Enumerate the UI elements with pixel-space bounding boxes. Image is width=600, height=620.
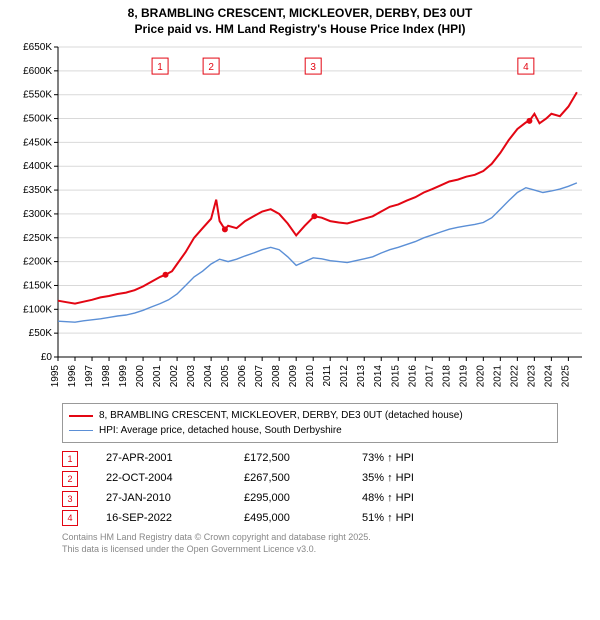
svg-text:2004: 2004	[203, 365, 214, 388]
svg-text:2011: 2011	[322, 365, 333, 387]
svg-text:2: 2	[208, 62, 214, 73]
svg-text:2019: 2019	[458, 365, 469, 388]
svg-text:2002: 2002	[169, 365, 180, 388]
svg-text:£650K: £650K	[23, 42, 52, 53]
svg-text:2006: 2006	[237, 365, 248, 388]
legend-swatch-1	[69, 430, 93, 431]
marker-table-row-2: 2 22-OCT-2004 £267,500 35% ↑ HPI	[62, 469, 600, 489]
chart-area: £0 £50K £100K £150K £200K £250K £300K £350K £400…	[0, 37, 600, 397]
svg-text:2020: 2020	[475, 365, 486, 388]
legend-row-0: 8, BRAMBLING CRESCENT, MICKLEOVER, DERBY…	[69, 408, 551, 423]
svg-text:£200K: £200K	[23, 257, 52, 268]
svg-text:2003: 2003	[186, 365, 197, 388]
svg-text:4: 4	[523, 62, 529, 73]
chart-title-block: 8, BRAMBLING CRESCENT, MICKLEOVER, DERBY…	[0, 0, 600, 37]
svg-text:2001: 2001	[152, 365, 163, 388]
svg-text:£550K: £550K	[23, 90, 52, 101]
svg-text:£600K: £600K	[23, 66, 52, 77]
svg-text:2018: 2018	[441, 365, 452, 388]
marker-price-1: £172,500	[244, 449, 334, 469]
svg-text:£450K: £450K	[23, 138, 52, 149]
marker-date-3: 27-JAN-2010	[106, 489, 216, 509]
svg-text:2014: 2014	[373, 365, 384, 388]
chart-title-line2: Price paid vs. HM Land Registry's House …	[0, 22, 600, 38]
svg-text:£500K: £500K	[23, 114, 52, 125]
svg-text:2022: 2022	[509, 365, 520, 388]
marker-date-2: 22-OCT-2004	[106, 469, 216, 489]
svg-text:2013: 2013	[356, 365, 367, 388]
svg-text:2010: 2010	[305, 365, 316, 388]
svg-text:2015: 2015	[390, 365, 401, 388]
page-container: 8, BRAMBLING CRESCENT, MICKLEOVER, DERBY…	[0, 0, 600, 556]
svg-text:£150K: £150K	[23, 281, 52, 292]
svg-text:1998: 1998	[101, 365, 112, 388]
svg-text:1997: 1997	[84, 365, 95, 388]
svg-text:£400K: £400K	[23, 161, 52, 172]
marker-table-row-3: 3 27-JAN-2010 £295,000 48% ↑ HPI	[62, 489, 600, 509]
marker-point-1	[163, 272, 169, 278]
marker-hpi-4: 51% ↑ HPI	[362, 509, 452, 529]
legend-row-1: HPI: Average price, detached house, Sout…	[69, 423, 551, 438]
svg-text:2023: 2023	[526, 365, 537, 388]
marker-price-4: £495,000	[244, 509, 334, 529]
svg-text:£350K: £350K	[23, 185, 52, 196]
chart-title-line1: 8, BRAMBLING CRESCENT, MICKLEOVER, DERBY…	[0, 6, 600, 22]
svg-text:1999: 1999	[118, 365, 129, 388]
marker-price-2: £267,500	[244, 469, 334, 489]
legend-box: 8, BRAMBLING CRESCENT, MICKLEOVER, DERBY…	[62, 403, 558, 443]
svg-text:£100K: £100K	[23, 304, 52, 315]
marker-date-4: 16-SEP-2022	[106, 509, 216, 529]
footer-attribution: Contains HM Land Registry data © Crown c…	[62, 532, 558, 555]
marker-table-box-3: 3	[62, 491, 78, 507]
marker-table-row-1: 1 27-APR-2001 £172,500 73% ↑ HPI	[62, 449, 600, 469]
legend-swatch-0	[69, 415, 93, 417]
marker-point-2	[222, 227, 228, 233]
legend-label-1: HPI: Average price, detached house, Sout…	[99, 423, 342, 438]
svg-text:£250K: £250K	[23, 233, 52, 244]
svg-text:£300K: £300K	[23, 209, 52, 220]
svg-text:2007: 2007	[254, 365, 265, 388]
marker-hpi-3: 48% ↑ HPI	[362, 489, 452, 509]
svg-text:2017: 2017	[424, 365, 435, 388]
footer-line2: This data is licensed under the Open Gov…	[62, 544, 558, 556]
svg-text:£0: £0	[41, 352, 53, 363]
chart-svg: £0 £50K £100K £150K £200K £250K £300K £350K £400…	[0, 37, 600, 397]
marker-point-4	[526, 118, 532, 124]
svg-text:£50K: £50K	[29, 328, 53, 339]
legend-label-0: 8, BRAMBLING CRESCENT, MICKLEOVER, DERBY…	[99, 408, 463, 423]
svg-text:2000: 2000	[135, 365, 146, 388]
svg-text:2024: 2024	[543, 365, 554, 388]
svg-text:2016: 2016	[407, 365, 418, 388]
svg-text:1995: 1995	[50, 365, 61, 388]
marker-table-box-2: 2	[62, 471, 78, 487]
marker-table: 1 27-APR-2001 £172,500 73% ↑ HPI 2 22-OCT-200…	[62, 449, 600, 528]
marker-date-1: 27-APR-2001	[106, 449, 216, 469]
footer-line1: Contains HM Land Registry data © Crown c…	[62, 532, 558, 544]
svg-text:2021: 2021	[492, 365, 503, 388]
marker-table-row-4: 4 16-SEP-2022 £495,000 51% ↑ HPI	[62, 509, 600, 529]
svg-text:1996: 1996	[67, 365, 78, 388]
svg-text:2012: 2012	[339, 365, 350, 388]
marker-hpi-1: 73% ↑ HPI	[362, 449, 452, 469]
svg-text:2005: 2005	[220, 365, 231, 388]
svg-text:3: 3	[310, 62, 316, 73]
marker-point-3	[311, 213, 317, 219]
marker-table-box-4: 4	[62, 510, 78, 526]
svg-text:2009: 2009	[288, 365, 299, 388]
marker-hpi-2: 35% ↑ HPI	[362, 469, 452, 489]
marker-price-3: £295,000	[244, 489, 334, 509]
svg-text:2025: 2025	[560, 365, 571, 388]
svg-text:1: 1	[157, 62, 163, 73]
marker-table-box-1: 1	[62, 451, 78, 467]
svg-text:2008: 2008	[271, 365, 282, 388]
